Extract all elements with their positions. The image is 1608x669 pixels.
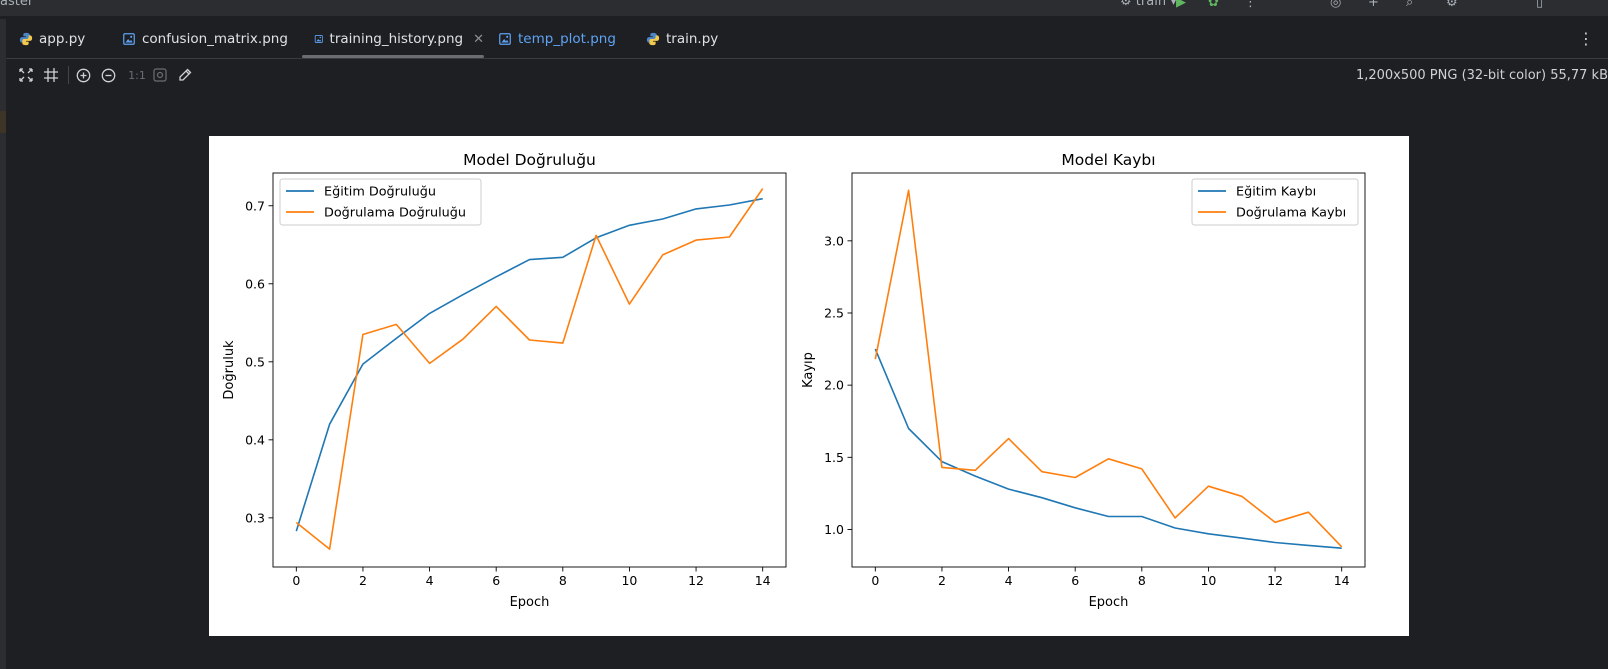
close-tab-icon[interactable]: ✕ [473,31,484,47]
x-tick-label: 14 [755,573,771,588]
tab-label: train.py [666,31,719,47]
tab-label: training_history.png [329,31,464,47]
project-name[interactable]: aster [0,0,34,9]
training-history-figure: 0 2 4 6 8 10 12 14 0.3 0.4 0.5 0.6 0.7 Model Doğruluğ… [222,151,1366,610]
y-tick-label: 3.0 [824,233,844,248]
left-strip-marker [0,111,6,133]
editor-tab-bar: app.py confusion_matrix.png training_his… [6,19,1608,59]
legend: Eğitim Doğruluğu Doğrulama Doğruluğu [279,178,482,226]
notifications-icon[interactable]: ▯ [1536,0,1544,10]
tab-temp-plot-png[interactable]: temp_plot.png [498,19,616,59]
more-actions-icon[interactable]: ⋮ [1244,0,1257,10]
run-icon[interactable]: ▶ [1176,0,1186,10]
x-tick-label: 0 [292,573,300,588]
add-user-icon[interactable]: + [1368,0,1379,10]
x-tick-label: 10 [621,573,637,588]
legend-label: Eğitim Kaybı [1236,185,1316,200]
legend: Eğitim Kaybı Doğrulama Kaybı [1191,178,1359,226]
tab-label: app.py [39,31,86,47]
run-configuration-selector[interactable]: ⚙ train ▾ [1120,0,1177,9]
x-tick-label: 8 [1138,573,1146,588]
fit-zoom-icon[interactable] [152,67,168,83]
legend-box [1191,178,1359,226]
image-viewer-toolbar: 1:1 1,200x500 PNG (32-bit color) 55,77 k… [6,60,1608,92]
y-tick-label: 0.6 [245,276,265,291]
plot-frame [272,172,787,568]
plot-frame [851,172,1366,568]
image-info: 1,200x500 PNG (32-bit color) 55,77 kB [1355,68,1608,83]
top-toolbar: aster ⚙ train ▾ ▶ ✿ ⋮ ◎ + ⌕ ⚙ ▯ [0,0,1608,16]
toolbar-separator [68,66,69,84]
grid-icon[interactable] [43,67,59,83]
x-axis-label: Epoch [510,595,550,610]
x-tick-label: 4 [1005,573,1013,588]
chart-title: Model Doğruluğu [463,151,596,169]
y-tick-label: 2.0 [824,378,844,393]
x-tick-label: 12 [688,573,704,588]
python-file-icon [646,32,660,46]
tab-options-icon[interactable]: ⋮ [1578,29,1594,48]
chart-title: Model Kaybı [1061,151,1155,169]
x-tick-label: 12 [1267,573,1283,588]
tab-train-py[interactable]: train.py [646,19,718,59]
run-configuration-label: train [1135,0,1167,9]
image-file-icon [123,33,135,45]
series-line-1 [295,197,763,532]
legend-box [279,178,482,226]
y-tick-label: 1.5 [824,450,844,465]
tab-training-history-png[interactable]: training_history.png ✕ [302,19,484,59]
chart-1: 0 2 4 6 8 10 12 14 0.3 0.4 0.5 0.6 0.7 Model Doğruluğ… [222,151,787,610]
y-tick-label: 0.3 [245,510,265,525]
legend-label: Doğrulama Doğruluğu [324,206,466,221]
legend-label: Eğitim Doğruluğu [324,185,436,200]
x-tick-label: 6 [1071,573,1079,588]
image-file-icon [314,35,323,43]
debug-icon[interactable]: ✿ [1208,0,1219,10]
y-axis-label: Kayıp [801,352,816,388]
python-file-icon [19,32,33,46]
y-tick-label: 2.5 [824,305,844,320]
y-axis-label: Doğruluk [222,340,237,400]
copilot-icon[interactable]: ◎ [1330,0,1342,10]
fit-to-window-icon[interactable] [18,67,34,83]
legend-label: Doğrulama Kaybı [1236,206,1346,221]
zoom-in-icon[interactable] [75,67,91,83]
y-tick-label: 0.4 [245,432,265,447]
series-line-2 [295,188,764,550]
zoom-out-icon[interactable] [100,67,116,83]
x-axis-label: Epoch [1089,595,1129,610]
x-tick-label: 0 [871,573,879,588]
series-line-1 [874,348,1342,549]
series-line-2 [874,189,1343,548]
color-picker-icon[interactable] [177,67,193,83]
x-tick-label: 10 [1200,573,1216,588]
x-tick-label: 8 [559,573,567,588]
x-tick-label: 6 [492,573,500,588]
search-icon[interactable]: ⌕ [1406,0,1414,10]
x-tick-label: 4 [426,573,434,588]
y-tick-label: 0.5 [245,354,265,369]
actual-size-button[interactable]: 1:1 [128,68,146,82]
y-tick-label: 0.7 [245,198,265,213]
image-canvas[interactable]: 0 2 4 6 8 10 12 14 0.3 0.4 0.5 0.6 0.7 Model Doğruluğ… [209,136,1409,636]
settings-icon[interactable]: ⚙ [1446,0,1458,10]
image-file-icon [499,33,511,45]
tab-app-py[interactable]: app.py [19,19,85,59]
tab-label: confusion_matrix.png [142,31,288,47]
x-tick-label: 14 [1334,573,1350,588]
chart-2: 0 2 4 6 8 10 12 14 1.0 1.5 2.0 2.5 3.0 Model Kaybı Epo… [801,151,1366,610]
tab-label: temp_plot.png [518,31,616,47]
y-tick-label: 1.0 [824,522,844,537]
x-tick-label: 2 [938,573,946,588]
tab-confusion-matrix-png[interactable]: confusion_matrix.png [122,19,288,59]
left-tool-strip [0,19,6,669]
x-tick-label: 2 [359,573,367,588]
